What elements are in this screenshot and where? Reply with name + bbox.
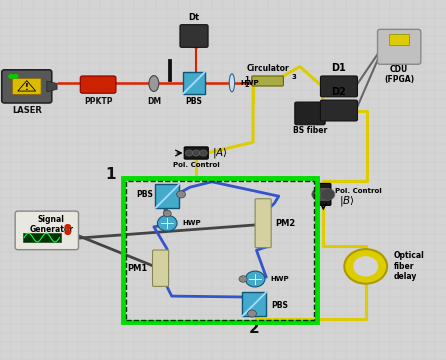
Circle shape xyxy=(177,191,186,198)
Text: D2: D2 xyxy=(331,87,347,97)
FancyBboxPatch shape xyxy=(295,102,325,125)
FancyBboxPatch shape xyxy=(15,211,78,250)
Text: HWP: HWP xyxy=(270,276,289,282)
Circle shape xyxy=(344,249,387,284)
FancyBboxPatch shape xyxy=(12,78,41,94)
FancyBboxPatch shape xyxy=(2,70,52,103)
Text: PPKTP: PPKTP xyxy=(84,97,112,106)
Text: PBS: PBS xyxy=(186,97,202,106)
Bar xyxy=(168,59,171,81)
Text: !: ! xyxy=(25,83,29,92)
Text: LASER: LASER xyxy=(12,106,41,115)
Text: PM1: PM1 xyxy=(127,264,147,273)
Circle shape xyxy=(13,75,18,78)
Circle shape xyxy=(245,271,265,287)
FancyBboxPatch shape xyxy=(183,72,205,94)
FancyBboxPatch shape xyxy=(320,100,358,121)
Text: Dt: Dt xyxy=(189,13,199,22)
FancyBboxPatch shape xyxy=(242,292,266,316)
Bar xyxy=(389,34,409,45)
Text: PBS: PBS xyxy=(271,302,288,310)
Circle shape xyxy=(312,189,326,200)
FancyBboxPatch shape xyxy=(153,250,169,287)
Text: PM2: PM2 xyxy=(275,219,295,228)
Text: $|B\rangle$: $|B\rangle$ xyxy=(339,194,354,208)
Text: 3: 3 xyxy=(292,74,297,80)
Circle shape xyxy=(193,150,200,156)
Text: 1: 1 xyxy=(105,167,116,182)
Ellipse shape xyxy=(229,74,235,92)
Ellipse shape xyxy=(149,76,159,91)
Circle shape xyxy=(186,150,193,156)
Text: HWP: HWP xyxy=(240,80,259,86)
Text: D1: D1 xyxy=(331,63,347,73)
Circle shape xyxy=(157,215,177,231)
FancyBboxPatch shape xyxy=(377,30,421,64)
Text: HWP: HWP xyxy=(182,220,201,226)
FancyBboxPatch shape xyxy=(320,76,358,97)
FancyBboxPatch shape xyxy=(155,184,179,208)
Text: CDU
(FPGA): CDU (FPGA) xyxy=(384,65,414,84)
Circle shape xyxy=(354,257,377,276)
Circle shape xyxy=(163,210,171,217)
Text: 2: 2 xyxy=(245,82,250,87)
Circle shape xyxy=(316,189,330,200)
Text: Optical
fiber
delay: Optical fiber delay xyxy=(394,252,425,281)
Text: Pol. Control: Pol. Control xyxy=(335,188,382,194)
Text: Signal
Generator: Signal Generator xyxy=(29,215,73,234)
FancyBboxPatch shape xyxy=(255,199,271,248)
FancyBboxPatch shape xyxy=(316,184,331,205)
FancyBboxPatch shape xyxy=(184,147,208,159)
Text: PBS: PBS xyxy=(136,190,153,199)
Circle shape xyxy=(9,75,13,78)
Circle shape xyxy=(200,150,207,156)
Circle shape xyxy=(248,310,256,317)
Polygon shape xyxy=(47,81,57,92)
Text: BS fiber: BS fiber xyxy=(293,126,327,135)
FancyBboxPatch shape xyxy=(180,25,208,48)
Bar xyxy=(23,233,61,242)
Text: 2: 2 xyxy=(249,321,260,336)
Circle shape xyxy=(239,276,247,282)
Circle shape xyxy=(320,189,335,200)
Text: $|A\rangle$: $|A\rangle$ xyxy=(212,146,228,160)
Text: Circulator: Circulator xyxy=(246,64,289,73)
Text: Pol. Control: Pol. Control xyxy=(173,162,219,168)
FancyBboxPatch shape xyxy=(80,76,116,93)
Polygon shape xyxy=(18,81,36,91)
Text: DM: DM xyxy=(147,97,161,106)
Text: 1: 1 xyxy=(245,76,250,82)
Circle shape xyxy=(65,225,70,229)
Circle shape xyxy=(65,230,70,234)
FancyBboxPatch shape xyxy=(252,76,284,86)
